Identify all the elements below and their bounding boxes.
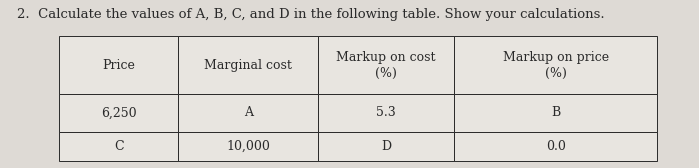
- Bar: [318, 36, 454, 94]
- Bar: [59, 94, 178, 132]
- Text: 6,250: 6,250: [101, 107, 136, 119]
- Bar: [454, 36, 657, 94]
- Text: A: A: [244, 107, 252, 119]
- Text: D: D: [381, 140, 391, 153]
- Bar: [454, 132, 657, 161]
- Text: Price: Price: [102, 59, 136, 72]
- Text: Marginal cost: Marginal cost: [204, 59, 292, 72]
- Bar: [454, 94, 657, 132]
- Bar: [318, 94, 454, 132]
- Text: Markup on cost
(%): Markup on cost (%): [336, 51, 436, 80]
- Bar: [178, 94, 318, 132]
- Bar: [178, 132, 318, 161]
- Text: Markup on price
(%): Markup on price (%): [503, 51, 609, 80]
- Text: 10,000: 10,000: [226, 140, 270, 153]
- Text: 0.0: 0.0: [546, 140, 565, 153]
- Bar: [318, 132, 454, 161]
- Bar: [178, 36, 318, 94]
- Text: C: C: [114, 140, 124, 153]
- Text: B: B: [551, 107, 561, 119]
- Bar: [59, 36, 178, 94]
- Text: 2.  Calculate the values of A, B, C, and D in the following table. Show your cal: 2. Calculate the values of A, B, C, and …: [17, 8, 605, 20]
- Bar: [59, 132, 178, 161]
- Text: 5.3: 5.3: [376, 107, 396, 119]
